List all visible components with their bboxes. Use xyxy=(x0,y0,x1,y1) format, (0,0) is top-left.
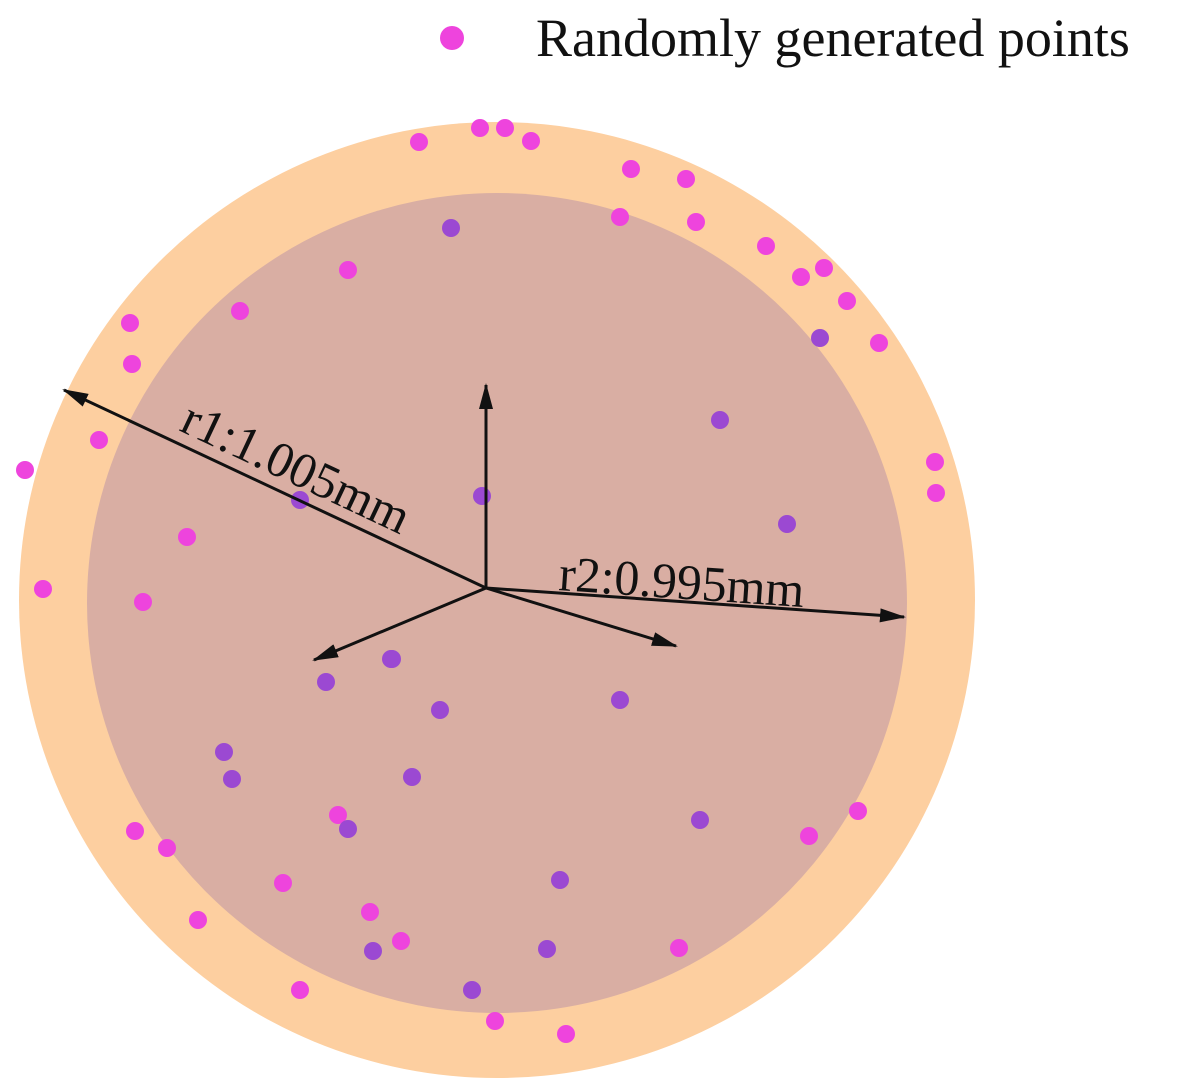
r1-arrow xyxy=(62,388,487,590)
random-point xyxy=(329,806,347,824)
random-point xyxy=(486,1012,504,1030)
random-point-inner xyxy=(551,871,569,889)
random-point-inner xyxy=(403,768,421,786)
random-point-inner xyxy=(339,820,357,838)
r2-arrow xyxy=(485,586,906,623)
random-point xyxy=(670,939,688,957)
axis-x-arrow xyxy=(312,586,487,662)
random-point xyxy=(870,334,888,352)
random-point-inner xyxy=(463,981,481,999)
random-point xyxy=(339,261,357,279)
random-point xyxy=(677,170,695,188)
random-point xyxy=(126,822,144,840)
random-point xyxy=(231,302,249,320)
random-point xyxy=(121,314,139,332)
random-point xyxy=(687,213,705,231)
points-group xyxy=(16,119,945,1043)
random-point xyxy=(189,911,207,929)
random-point-inner xyxy=(215,743,233,761)
random-point xyxy=(34,580,52,598)
random-point-inner xyxy=(317,673,335,691)
random-point xyxy=(622,160,640,178)
random-point xyxy=(838,292,856,310)
axis-y-arrow xyxy=(485,586,678,648)
random-point xyxy=(410,133,428,151)
random-point xyxy=(815,259,833,277)
random-point xyxy=(800,827,818,845)
random-point xyxy=(16,461,34,479)
legend-label: Randomly generated points xyxy=(536,8,1130,68)
legend: Randomly generated points xyxy=(440,8,1130,68)
random-point xyxy=(158,839,176,857)
random-point xyxy=(90,431,108,449)
random-point xyxy=(557,1025,575,1043)
legend-marker-icon xyxy=(440,26,464,50)
random-point xyxy=(757,237,775,255)
random-point xyxy=(926,453,944,471)
random-point xyxy=(849,802,867,820)
random-point-inner xyxy=(364,942,382,960)
random-point xyxy=(471,119,489,137)
random-point xyxy=(274,874,292,892)
inner-circle xyxy=(87,193,907,1013)
random-point-inner xyxy=(711,411,729,429)
random-point xyxy=(392,932,410,950)
random-point-inner xyxy=(442,219,460,237)
random-point xyxy=(134,593,152,611)
random-point-inner xyxy=(611,691,629,709)
random-point-inner xyxy=(431,701,449,719)
random-point xyxy=(927,484,945,502)
random-point-inner xyxy=(778,515,796,533)
random-point xyxy=(361,903,379,921)
random-point xyxy=(522,132,540,150)
random-point xyxy=(496,119,514,137)
random-point-inner xyxy=(811,329,829,347)
random-point xyxy=(178,528,196,546)
random-point-inner xyxy=(223,770,241,788)
random-point-inner xyxy=(691,811,709,829)
random-point xyxy=(792,268,810,286)
random-point xyxy=(611,208,629,226)
random-point xyxy=(291,981,309,999)
random-point-inner xyxy=(383,650,401,668)
random-point xyxy=(123,355,141,373)
random-point-inner xyxy=(473,487,491,505)
random-point-inner xyxy=(538,940,556,958)
